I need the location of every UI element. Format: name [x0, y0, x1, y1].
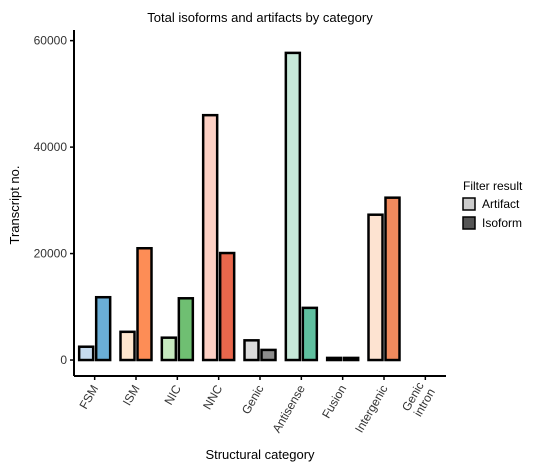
bar-isoform	[342, 356, 360, 362]
x-tick-label: ISM	[120, 383, 143, 408]
y-tick-label: 0	[60, 353, 67, 367]
y-tick-label: 40000	[34, 140, 68, 154]
x-tick-label: Intergenic	[352, 383, 390, 436]
legend-title: Filter result	[463, 179, 523, 193]
bar-artifact	[325, 356, 343, 362]
x-tick-label: FSM	[76, 383, 101, 412]
bar-isoform	[301, 306, 319, 362]
legend-label-isoform: Isoform	[482, 216, 522, 230]
y-tick-label: 20000	[34, 247, 68, 261]
x-tick-label: Fusion	[319, 383, 349, 421]
bar-isoform	[260, 348, 277, 362]
bar-isoform	[94, 295, 112, 362]
plot-area: 0 20000 40000 60000 FSM ISM NIC NNC Genic Antisen…	[34, 30, 446, 435]
bar-artifact	[160, 336, 178, 362]
legend: Filter result Artifact Isoform	[462, 179, 523, 230]
y-axis-title: Transcript no.	[7, 166, 22, 245]
y-tick-label: 60000	[34, 34, 68, 48]
bar-isoform	[218, 251, 236, 362]
x-axis-title: Structural category	[205, 447, 315, 462]
bar-artifact	[367, 213, 384, 362]
bar-isoform	[136, 246, 153, 362]
legend-label-artifact: Artifact	[482, 197, 520, 211]
bar-isoform	[177, 297, 195, 362]
bar-artifact	[284, 51, 302, 362]
x-tick-label: Genicintron	[399, 380, 438, 421]
legend-swatch-isoform	[462, 216, 476, 230]
x-tick-label: NNC	[200, 382, 225, 412]
bar-isoform	[384, 196, 401, 362]
x-tick-label: NIC	[161, 382, 184, 407]
bar-artifact	[201, 113, 219, 362]
bar-artifact	[119, 330, 136, 362]
x-tick-label: Genic	[239, 383, 267, 417]
legend-swatch-artifact	[462, 197, 476, 211]
bar-artifact	[243, 339, 260, 362]
chart-title: Total isoforms and artifacts by category	[147, 10, 373, 25]
bar-artifact	[77, 345, 95, 362]
x-tick-label: Antisense	[269, 382, 308, 435]
